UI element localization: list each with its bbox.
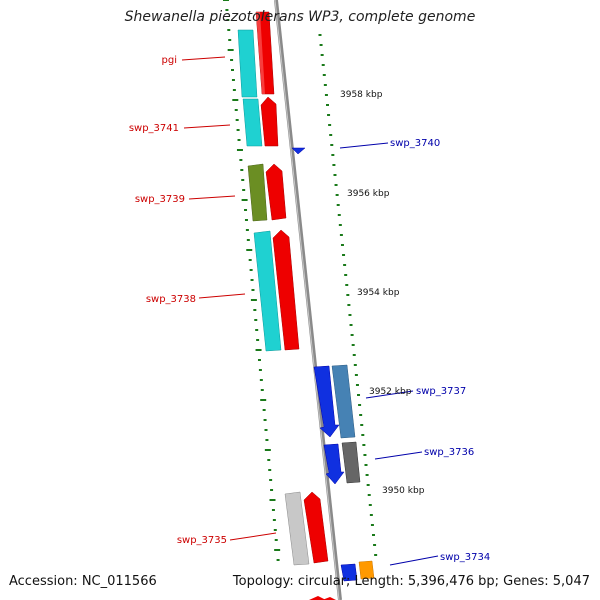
gene-label-swp_3738[interactable]: swp_3738 (146, 294, 196, 305)
swp_3740-leader-line (339, 142, 389, 149)
scale-label-3954: 3954 kbp (357, 288, 400, 298)
scale-label-3952: 3952 kbp (369, 387, 412, 397)
scale-label-3956: 3956 kbp (347, 189, 390, 199)
swp_3737-leader-line (365, 390, 414, 399)
gene-label-swp_3737[interactable]: swp_3737 (416, 386, 466, 397)
gene-swp_3739-block[interactable] (247, 163, 287, 222)
swp_3735-leader-line (229, 532, 277, 541)
swp_3736-leader-line (374, 451, 423, 460)
gene-swp_3737-block[interactable] (313, 364, 356, 439)
gene-swp_3738-block[interactable] (253, 229, 300, 352)
gene-label-swp_3736[interactable]: swp_3736 (424, 447, 474, 458)
scale-label-3950: 3950 kbp (382, 486, 425, 496)
gene-pgi-block[interactable] (237, 11, 275, 98)
gene-label-swp_3734[interactable]: swp_3734 (440, 552, 490, 563)
gene-label-swp_3739[interactable]: swp_3739 (135, 194, 185, 205)
gene-label-pgi[interactable]: pgi (162, 55, 177, 66)
topology-text: Topology: circular; Length: 5,396,476 bp… (232, 574, 590, 589)
swp_3741-leader-line (183, 124, 231, 129)
gene-label-swp_3741[interactable]: swp_3741 (129, 123, 179, 134)
swp_3739-leader-line (188, 195, 236, 200)
swp_3738-leader-line (198, 293, 246, 299)
tick-marks (223, 0, 378, 561)
genome-backbone (274, 0, 342, 600)
gene-swp_3741-block[interactable] (242, 96, 279, 147)
gene-swp_3734-block[interactable] (340, 560, 375, 582)
gene-label-swp_3740[interactable]: swp_3740 (390, 138, 440, 149)
gene-swp_3736-block[interactable] (323, 441, 361, 485)
swp_3734-leader-line (389, 555, 439, 566)
gene-label-swp_3735[interactable]: swp_3735 (177, 535, 227, 546)
accession-text: Accession: NC_011566 (9, 574, 157, 589)
gene-swp_3740-block[interactable] (291, 147, 306, 155)
pgi-leader-line (181, 56, 226, 61)
gene-extra-block (309, 596, 336, 600)
genome-title: Shewanella piezotolerans WP3, complete g… (124, 9, 476, 25)
scale-label-3958: 3958 kbp (340, 90, 383, 100)
genome-backbone-highlight (274, 0, 340, 600)
gene-swp_3735-block[interactable] (284, 491, 329, 566)
